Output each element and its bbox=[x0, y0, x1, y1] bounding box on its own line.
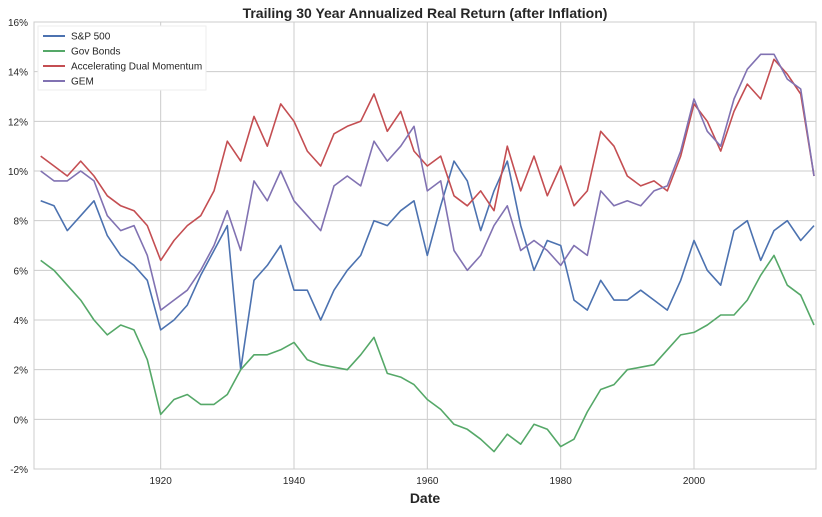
chart-title: Trailing 30 Year Annualized Real Return … bbox=[243, 5, 608, 21]
y-tick-label: -2% bbox=[10, 465, 28, 476]
x-tick-label: 2000 bbox=[683, 476, 706, 487]
series-line-gem bbox=[40, 53, 815, 311]
y-tick-label: 16% bbox=[8, 18, 28, 29]
x-axis-label: Date bbox=[410, 490, 441, 506]
x-tick-label: 1940 bbox=[283, 476, 306, 487]
series-lines bbox=[40, 53, 815, 453]
legend: S&P 500 Gov Bonds Accelerating Dual Moment… bbox=[37, 25, 207, 91]
legend-label: Gov Bonds bbox=[71, 47, 120, 58]
y-tick-label: 12% bbox=[8, 117, 28, 128]
x-tick-label: 1920 bbox=[150, 476, 173, 487]
y-tick-label: 14% bbox=[8, 68, 28, 79]
series-line-gov-bonds bbox=[40, 254, 815, 453]
legend-label: S&P 500 bbox=[71, 32, 111, 43]
y-tick-label: 4% bbox=[14, 316, 29, 327]
y-tick-label: 2% bbox=[14, 366, 29, 377]
y-tick-label: 10% bbox=[8, 167, 28, 178]
x-tick-label: 1960 bbox=[416, 476, 439, 487]
y-axis: -2% 0% 2% 4% 6% 8% 10% 12% 14% 16% bbox=[8, 18, 28, 476]
series-line-s-p-500 bbox=[40, 160, 815, 371]
y-tick-label: 8% bbox=[14, 217, 29, 228]
legend-label: Accelerating Dual Momentum bbox=[71, 62, 202, 73]
y-tick-label: 0% bbox=[14, 415, 29, 426]
series-line-accelerating-dual-momentum bbox=[40, 58, 815, 262]
legend-label: GEM bbox=[71, 77, 94, 88]
legend-box bbox=[37, 25, 207, 91]
x-tick-label: 1980 bbox=[550, 476, 573, 487]
x-axis: 1920 1940 1960 1980 2000 bbox=[150, 476, 706, 487]
y-tick-label: 6% bbox=[14, 266, 29, 277]
